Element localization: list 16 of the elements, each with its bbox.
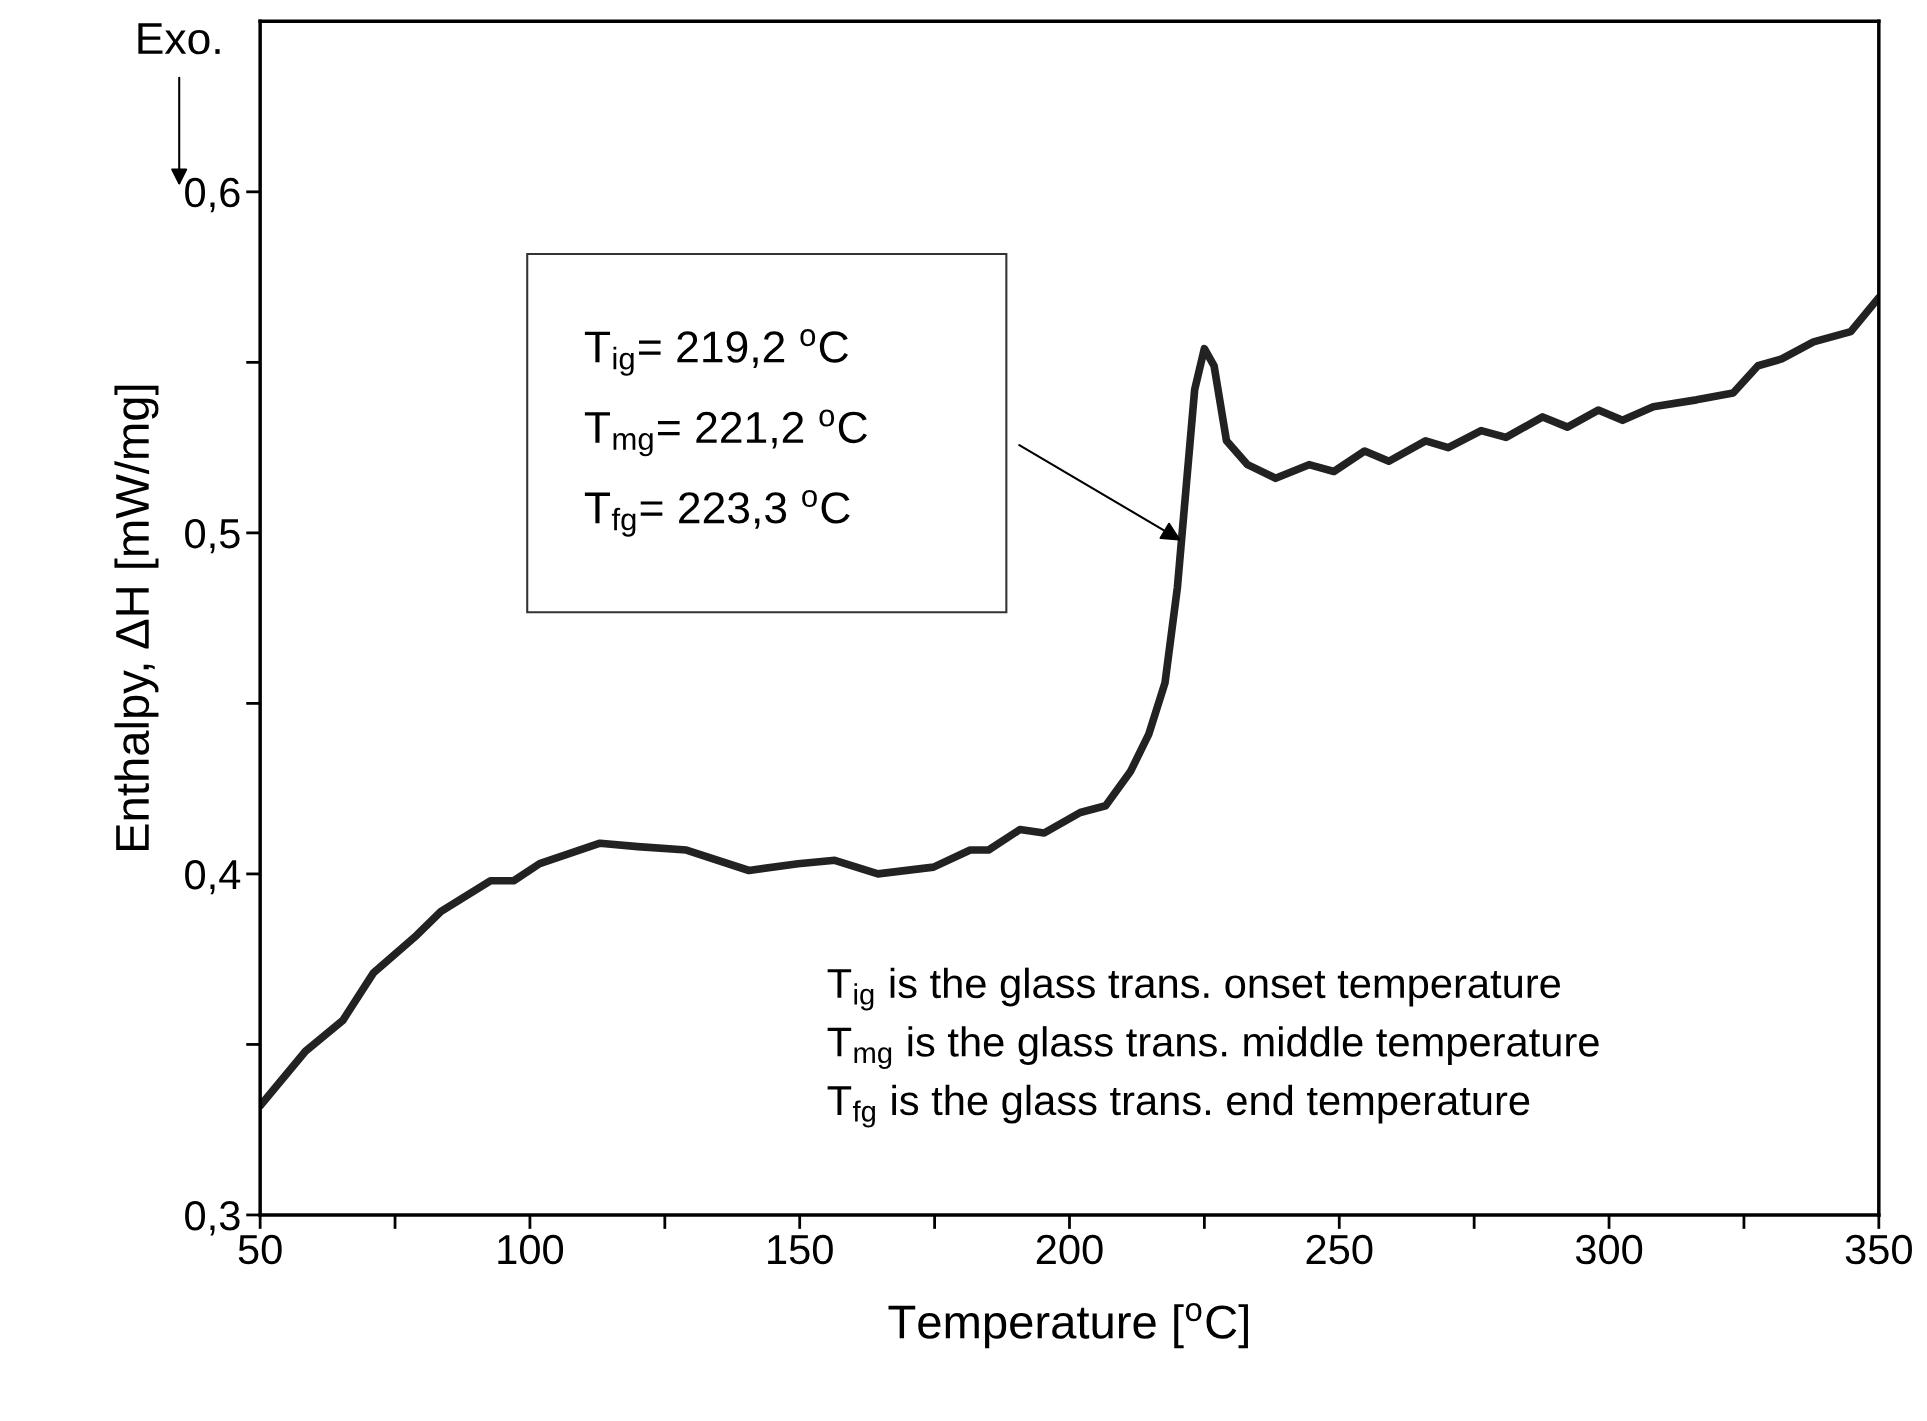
y-tick-label: 0,6 (185, 177, 240, 213)
x-tick-label: 350 (1845, 1234, 1912, 1265)
x-tick-label: 300 (1575, 1234, 1643, 1265)
x-tick-label: 100 (498, 1234, 564, 1265)
x-tick-label: 200 (1036, 1234, 1103, 1265)
x-tick-label: 50 (238, 1234, 282, 1265)
y-tick-label: 0,3 (185, 1200, 240, 1236)
x-tick-label: 250 (1306, 1234, 1373, 1265)
y-tick-label: 0,5 (185, 518, 240, 554)
y-axis-title: Enthalpy, ΔH [mW/mg] (114, 385, 159, 851)
y-tick-label: 0,4 (185, 859, 241, 895)
text: Exo. (138, 23, 220, 55)
x-tick-label: 150 (768, 1234, 833, 1265)
text: T$_{ig}$ is the glass trans. onset temperature T$_{mg}$ is the glass trans. middle temperature T$_{fg}$ is the glass trans. end temperature (827, 967, 1599, 1128)
text: T$_{ig}$= 219,2 $^{o}$C T$_{mg}$= 221,2 $^{o}$C T$_{fg}$= 223,3 $^{o}$C (584, 329, 867, 537)
x-axis-title: Temperature [$^{o}$C] (888, 1303, 1248, 1349)
